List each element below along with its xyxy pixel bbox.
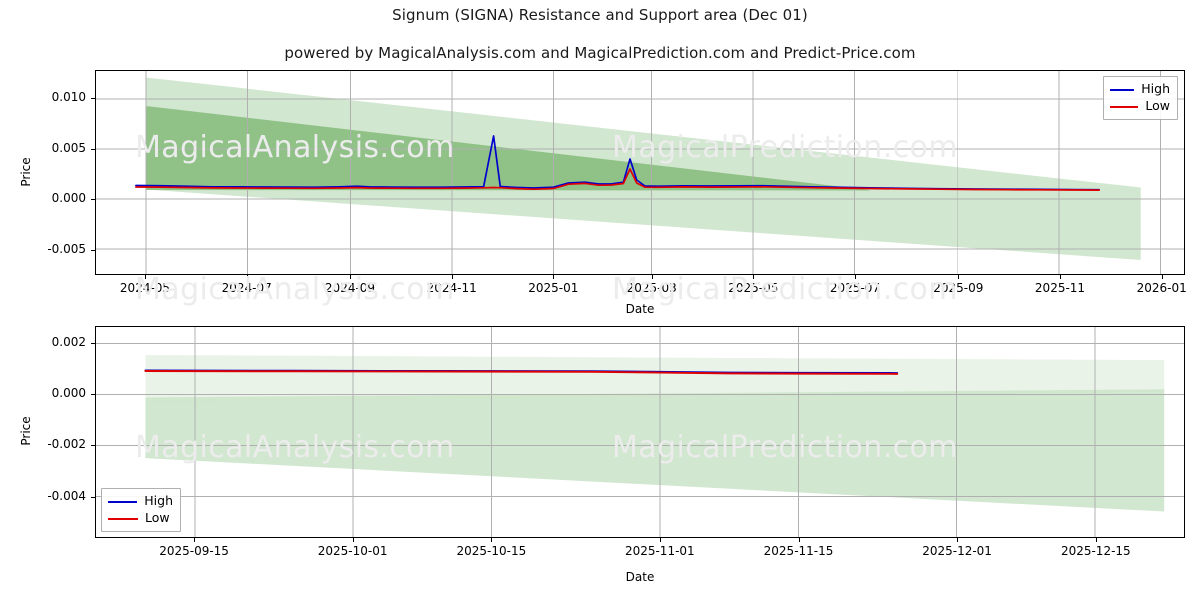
x-tick-mark <box>855 275 856 279</box>
x-tick-mark <box>145 275 146 279</box>
x-tick-mark <box>753 275 755 279</box>
x-tick-mark <box>246 275 248 279</box>
x-tick-mark <box>798 538 800 542</box>
legend-item-low: Low <box>1110 98 1170 115</box>
x-tick-mark <box>553 275 555 279</box>
series-line-low <box>135 168 1101 191</box>
legend-label-high: High <box>144 493 173 509</box>
y-tick-mark <box>91 342 95 344</box>
legend-line-low <box>108 517 138 520</box>
x-tick-label: 2025-09-15 <box>159 544 229 558</box>
x-tick-label: 2025-05 <box>728 281 779 295</box>
y-tick-label: 0.005 <box>51 140 86 155</box>
forecast-x-axis-label: Date <box>625 570 655 584</box>
legend-item-high-forecast: High <box>108 493 173 510</box>
historical-chart-legend[interactable]: High Low <box>1103 76 1178 120</box>
forecast-chart-canvas <box>96 327 1184 537</box>
band-inner-resistance-support <box>145 106 870 191</box>
x-tick-label: 2025-03 <box>626 281 677 295</box>
x-tick-label: 2025-11 <box>1034 281 1086 295</box>
y-tick-mark <box>91 199 95 201</box>
legend-line-low <box>1110 105 1139 108</box>
y-tick-mark <box>91 445 95 447</box>
x-tick-label: 2026-01 <box>1136 281 1187 295</box>
y-tick-mark <box>91 394 95 396</box>
x-tick-mark <box>651 275 653 279</box>
x-tick-label: 2024-05 <box>119 281 171 295</box>
y-tick-label: 0.010 <box>51 90 86 105</box>
x-tick-mark <box>194 538 196 542</box>
forecast-chart-axes <box>95 326 1185 538</box>
forecast-chart-legend[interactable]: High Low <box>101 488 181 532</box>
legend-label-high: High <box>1141 81 1170 97</box>
historical-x-axis-label: Date <box>625 302 655 316</box>
band-pale-upper-band <box>145 355 1165 403</box>
x-tick-label: 2025-12-01 <box>922 544 992 558</box>
y-tick-label: -0.004 <box>47 488 86 503</box>
x-tick-label: 2025-11-15 <box>763 544 834 558</box>
x-tick-label: 2025-10-15 <box>456 544 527 558</box>
y-tick-mark <box>91 496 95 498</box>
x-tick-mark <box>958 275 960 279</box>
x-tick-mark <box>1060 275 1061 279</box>
y-tick-label: -0.002 <box>47 437 86 452</box>
legend-item-high: High <box>1110 81 1170 98</box>
legend-label-low: Low <box>145 510 170 526</box>
x-tick-label: 2024-07 <box>221 281 272 295</box>
legend-line-high <box>1110 88 1135 91</box>
x-tick-mark <box>1161 275 1163 279</box>
y-tick-label: 0.000 <box>51 386 86 401</box>
y-tick-label: 0.000 <box>51 191 86 206</box>
x-tick-mark <box>659 538 661 542</box>
legend-label-low: Low <box>1145 98 1170 114</box>
x-tick-mark <box>1095 538 1097 542</box>
y-tick-mark <box>91 249 95 251</box>
x-tick-label: 2025-07 <box>829 281 881 295</box>
y-tick-mark <box>91 148 95 150</box>
forecast-y-axis-label: Price <box>19 416 33 446</box>
page-subtitle: powered by MagicalAnalysis.com and Magic… <box>284 44 916 62</box>
x-tick-mark <box>352 538 354 542</box>
historical-chart-canvas <box>96 71 1184 274</box>
x-tick-mark <box>350 275 351 279</box>
x-tick-label: 2025-11-01 <box>624 544 695 558</box>
page-title: Signum (SIGNA) Resistance and Support ar… <box>392 6 808 24</box>
x-tick-label: 2025-09 <box>933 281 984 295</box>
y-tick-label: -0.005 <box>47 241 86 256</box>
y-tick-mark <box>91 98 95 100</box>
y-tick-label: 0.002 <box>51 334 86 349</box>
x-tick-label: 2025-01 <box>528 281 579 295</box>
x-tick-label: 2024-11 <box>426 281 477 295</box>
x-tick-label: 2025-10-01 <box>317 544 388 558</box>
x-tick-mark <box>957 538 959 542</box>
legend-line-high <box>108 500 138 503</box>
x-tick-mark <box>451 275 453 279</box>
x-tick-label: 2024-09 <box>324 281 376 295</box>
band-support-band <box>145 389 1165 512</box>
legend-item-low-forecast: Low <box>108 510 173 527</box>
historical-chart-axes <box>95 70 1185 275</box>
x-tick-label: 2025-12-15 <box>1060 544 1131 558</box>
series-line-low <box>144 370 899 375</box>
x-tick-mark <box>491 538 493 542</box>
